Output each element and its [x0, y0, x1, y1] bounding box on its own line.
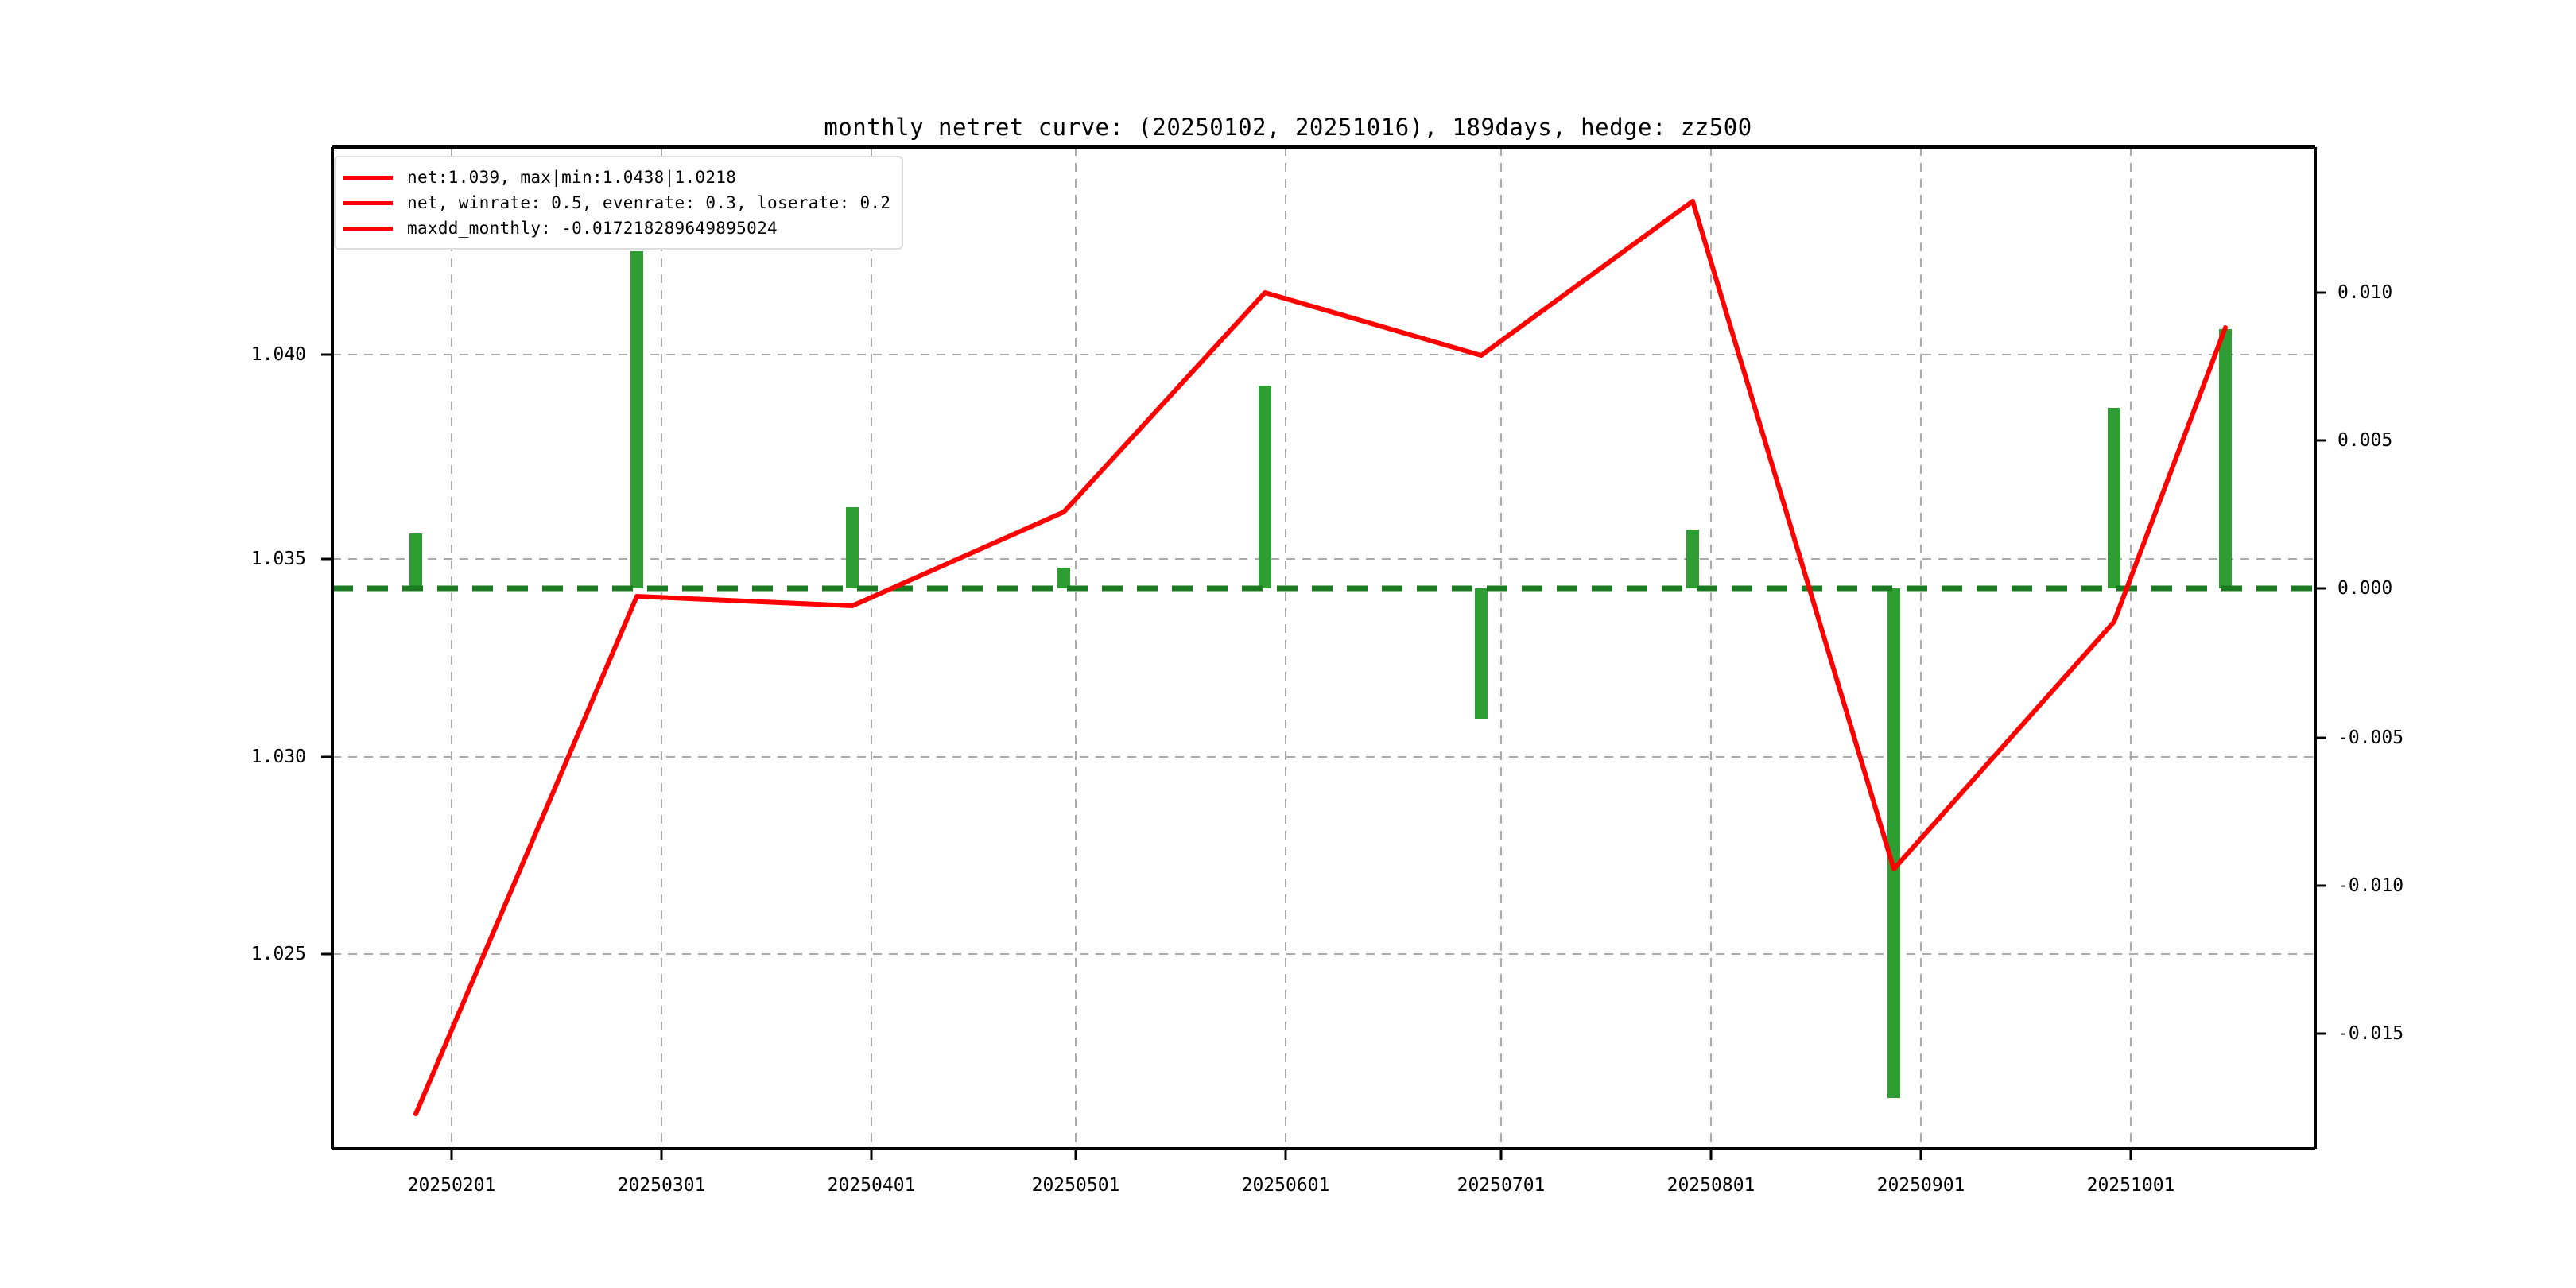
- vertical-gridlines: [451, 147, 2132, 1149]
- ytick-left-2: 1.035: [250, 549, 306, 569]
- xtick-3: 20250401: [827, 1175, 916, 1196]
- ytick-left-3: 1.030: [250, 747, 306, 767]
- ytick-right-5: -0.010: [2337, 875, 2404, 896]
- xtick-8: 20250901: [1876, 1175, 1965, 1196]
- legend-item-net-summary: net:1.039, max|min:1.0438|1.0218: [343, 165, 890, 190]
- bar-20250430: [1057, 568, 1070, 588]
- plot-background: [332, 147, 2315, 1149]
- horizontal-gridlines: [332, 354, 2315, 955]
- ytick-right-3: 0.000: [2337, 578, 2393, 599]
- ytick-right-2: 0.005: [2337, 430, 2393, 451]
- legend-item-label: net, winrate: 0.5, evenrate: 0.3, losera…: [407, 193, 891, 212]
- axes-spines: [331, 145, 2317, 1150]
- legend-line-icon: [343, 200, 393, 205]
- bar-20250228: [630, 251, 643, 588]
- bar-20250331: [846, 507, 859, 588]
- bar-20250630: [1475, 588, 1488, 719]
- chart-legend: net:1.039, max|min:1.0438|1.0218 net, wi…: [334, 156, 904, 250]
- bar-20250930: [2108, 408, 2120, 588]
- bottom-tick-marks: [450, 1149, 2132, 1160]
- xtick-4: 20250501: [1031, 1175, 1120, 1196]
- xtick-9: 20251001: [2086, 1175, 2175, 1196]
- bar-20250731: [1686, 530, 1699, 588]
- bar-20251016: [2219, 329, 2232, 588]
- xtick-7: 20250801: [1666, 1175, 1755, 1196]
- bar-20250530: [1259, 386, 1271, 588]
- legend-line-icon: [343, 226, 393, 231]
- ytick-left-1: 1.040: [250, 344, 306, 365]
- bar-20250131: [409, 533, 422, 588]
- bar-20250829: [1887, 588, 1900, 1098]
- ytick-left-4: 1.025: [250, 944, 306, 964]
- legend-line-icon: [343, 175, 393, 180]
- net-curve: [413, 199, 2228, 1116]
- legend-item-label: net:1.039, max|min:1.0438|1.0218: [407, 168, 737, 187]
- xtick-1: 20250201: [407, 1175, 496, 1196]
- xtick-5: 20250601: [1241, 1175, 1330, 1196]
- left-tick-marks: [321, 353, 332, 956]
- legend-item-label: maxdd_monthly: -0.017218289649895024: [407, 219, 778, 238]
- right-tick-marks: [2315, 291, 2326, 1035]
- ytick-right-1: 0.010: [2337, 282, 2393, 303]
- ytick-right-4: -0.005: [2337, 727, 2404, 748]
- legend-item-net-rates: net, winrate: 0.5, evenrate: 0.3, losera…: [343, 190, 890, 215]
- bar-series: [409, 251, 2232, 1098]
- legend-item-maxdd: maxdd_monthly: -0.017218289649895024: [343, 215, 890, 241]
- ytick-right-6: -0.015: [2337, 1023, 2404, 1044]
- xtick-6: 20250701: [1457, 1175, 1546, 1196]
- xtick-2: 20250301: [617, 1175, 706, 1196]
- chart-title: monthly netret curve: (20250102, 2025101…: [824, 114, 1752, 141]
